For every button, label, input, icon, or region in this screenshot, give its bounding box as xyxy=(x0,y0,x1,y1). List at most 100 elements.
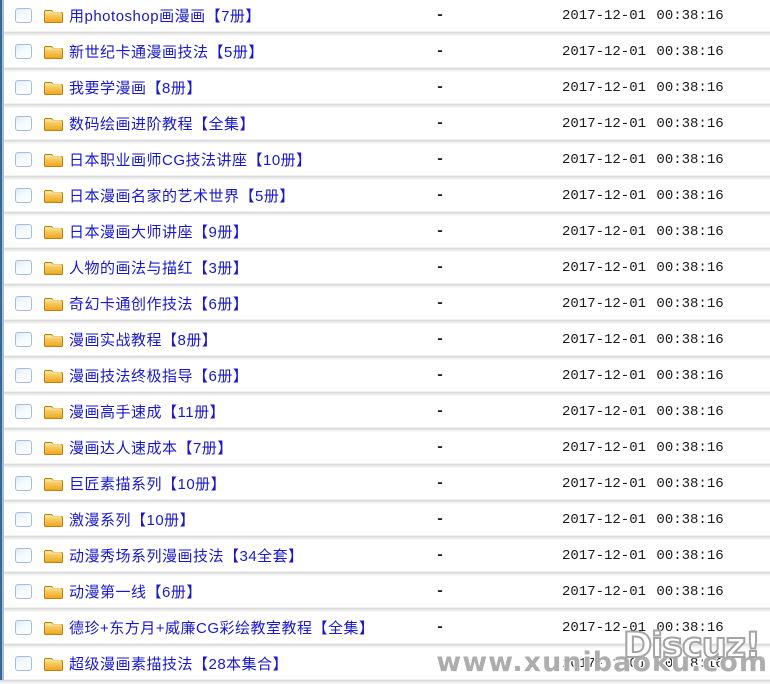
row-checkbox[interactable] xyxy=(15,8,32,23)
table-row: 漫画实战教程【8册】 - 2017-12-01 00:38:16 xyxy=(0,324,770,355)
table-row: 新世纪卡通漫画技法【5册】 - 2017-12-01 00:38:16 xyxy=(0,36,770,67)
date-cell: 2017-12-01 00:38:16 xyxy=(562,475,724,492)
folder-icon xyxy=(44,368,63,384)
size-cell: - xyxy=(435,511,445,528)
table-row: 德珍+东方月+威廉CG彩绘教室教程【全集】 - 2017-12-01 00:38… xyxy=(0,612,770,643)
date-cell: 2017-12-01 00:38:16 xyxy=(562,511,724,528)
size-cell: - xyxy=(435,331,445,348)
row-checkbox[interactable] xyxy=(15,548,32,563)
row-separator xyxy=(0,391,770,396)
folder-link[interactable]: 漫画实战教程【8册】 xyxy=(69,332,218,349)
row-checkbox[interactable] xyxy=(15,368,32,383)
row-checkbox[interactable] xyxy=(15,152,32,167)
folder-link[interactable]: 用photoshop画漫画【7册】 xyxy=(69,8,261,25)
table-row: 漫画高手速成【11册】 - 2017-12-01 00:38:16 xyxy=(0,396,770,427)
row-checkbox[interactable] xyxy=(15,116,32,131)
size-cell: - xyxy=(435,295,445,312)
folder-link[interactable]: 德珍+东方月+威廉CG彩绘教室教程【全集】 xyxy=(69,620,375,637)
date-cell: 2017-12-01 00:38:16 xyxy=(562,547,724,564)
folder-link[interactable]: 日本漫画大师讲座【9册】 xyxy=(69,224,249,241)
folder-icon xyxy=(44,332,63,348)
row-checkbox[interactable] xyxy=(15,584,32,599)
size-cell: - xyxy=(435,43,445,60)
row-separator xyxy=(0,103,770,108)
folder-link[interactable]: 漫画达人速成本【7册】 xyxy=(69,440,233,457)
folder-link[interactable]: 动漫秀场系列漫画技法【34全套】 xyxy=(69,548,304,565)
row-checkbox[interactable] xyxy=(15,404,32,419)
date-cell: 2017-12-01 00:38:16 xyxy=(562,223,724,240)
table-row: 漫画技法终极指导【6册】 - 2017-12-01 00:38:16 xyxy=(0,360,770,391)
date-cell: 2017-12-01 00:38:16 xyxy=(562,583,724,600)
row-separator xyxy=(0,211,770,216)
size-cell: - xyxy=(435,547,445,564)
row-checkbox[interactable] xyxy=(15,260,32,275)
row-separator xyxy=(0,67,770,72)
row-checkbox[interactable] xyxy=(15,332,32,347)
size-cell: - xyxy=(435,403,445,420)
folder-icon xyxy=(44,152,63,168)
row-checkbox[interactable] xyxy=(15,296,32,311)
watermark-discuz-logo: Discuz! xyxy=(622,625,762,667)
table-row: 日本漫画大师讲座【9册】 - 2017-12-01 00:38:16 xyxy=(0,216,770,247)
row-checkbox[interactable] xyxy=(15,440,32,455)
panel-left-border xyxy=(0,0,4,680)
size-cell: - xyxy=(435,187,445,204)
row-checkbox[interactable] xyxy=(15,512,32,527)
row-checkbox[interactable] xyxy=(15,620,32,635)
table-row: 我要学漫画【8册】 - 2017-12-01 00:38:16 xyxy=(0,72,770,103)
row-separator xyxy=(0,319,770,324)
folder-icon xyxy=(44,512,63,528)
row-separator xyxy=(0,355,770,360)
row-checkbox[interactable] xyxy=(15,476,32,491)
size-cell: - xyxy=(435,79,445,96)
folder-icon xyxy=(44,8,63,24)
table-row: 超级漫画素描技法【28本集合】 - 2017-12-01 00:38:16 xyxy=(0,648,770,679)
size-cell: - xyxy=(435,223,445,240)
table-row: 人物的画法与描红【3册】 - 2017-12-01 00:38:16 xyxy=(0,252,770,283)
row-separator xyxy=(0,571,770,576)
folder-icon xyxy=(44,584,63,600)
row-separator xyxy=(0,535,770,540)
table-row: 激漫系列【10册】 - 2017-12-01 00:38:16 xyxy=(0,504,770,535)
folder-link[interactable]: 日本职业画师CG技法讲座【10册】 xyxy=(69,152,312,169)
folder-link[interactable]: 巨匠素描系列【10册】 xyxy=(69,476,227,493)
table-row: 动漫第一线【6册】 - 2017-12-01 00:38:16 xyxy=(0,576,770,607)
date-cell: 2017-12-01 00:38:16 xyxy=(562,439,724,456)
size-cell: - xyxy=(435,115,445,132)
folder-link[interactable]: 超级漫画素描技法【28本集合】 xyxy=(69,656,289,673)
folder-link[interactable]: 新世纪卡通漫画技法【5册】 xyxy=(69,44,264,61)
folder-icon xyxy=(44,548,63,564)
folder-link[interactable]: 奇幻卡通创作技法【6册】 xyxy=(69,296,249,313)
size-cell: - xyxy=(435,655,445,672)
row-separator xyxy=(0,427,770,432)
folder-link[interactable]: 我要学漫画【8册】 xyxy=(69,80,202,97)
row-checkbox[interactable] xyxy=(15,80,32,95)
row-checkbox[interactable] xyxy=(15,188,32,203)
table-row: 日本漫画名家的艺术世界【5册】 - 2017-12-01 00:38:16 xyxy=(0,180,770,211)
folder-link[interactable]: 激漫系列【10册】 xyxy=(69,512,196,529)
folder-icon xyxy=(44,296,63,312)
date-cell: 2017-12-01 00:38:16 xyxy=(562,187,724,204)
folder-link[interactable]: 人物的画法与描红【3册】 xyxy=(69,260,249,277)
size-cell: - xyxy=(435,583,445,600)
folder-link[interactable]: 日本漫画名家的艺术世界【5册】 xyxy=(69,188,295,205)
row-checkbox[interactable] xyxy=(15,224,32,239)
size-cell: - xyxy=(435,439,445,456)
folder-link[interactable]: 漫画技法终极指导【6册】 xyxy=(69,368,249,385)
size-cell: - xyxy=(435,151,445,168)
folder-link[interactable]: 数码绘画进阶教程【全集】 xyxy=(69,116,256,133)
size-cell: - xyxy=(435,259,445,276)
table-row: 动漫秀场系列漫画技法【34全套】 - 2017-12-01 00:38:16 xyxy=(0,540,770,571)
folder-icon xyxy=(44,116,63,132)
folder-link[interactable]: 漫画高手速成【11册】 xyxy=(69,404,226,421)
row-separator xyxy=(0,607,770,612)
table-row: 漫画达人速成本【7册】 - 2017-12-01 00:38:16 xyxy=(0,432,770,463)
table-row: 奇幻卡通创作技法【6册】 - 2017-12-01 00:38:16 xyxy=(0,288,770,319)
row-checkbox[interactable] xyxy=(15,656,32,671)
folder-link[interactable]: 动漫第一线【6册】 xyxy=(69,584,202,601)
row-checkbox[interactable] xyxy=(15,44,32,59)
date-cell: 2017-12-01 00:38:16 xyxy=(562,151,724,168)
watermark-site-url: www.xunibaoku.com xyxy=(436,647,768,678)
